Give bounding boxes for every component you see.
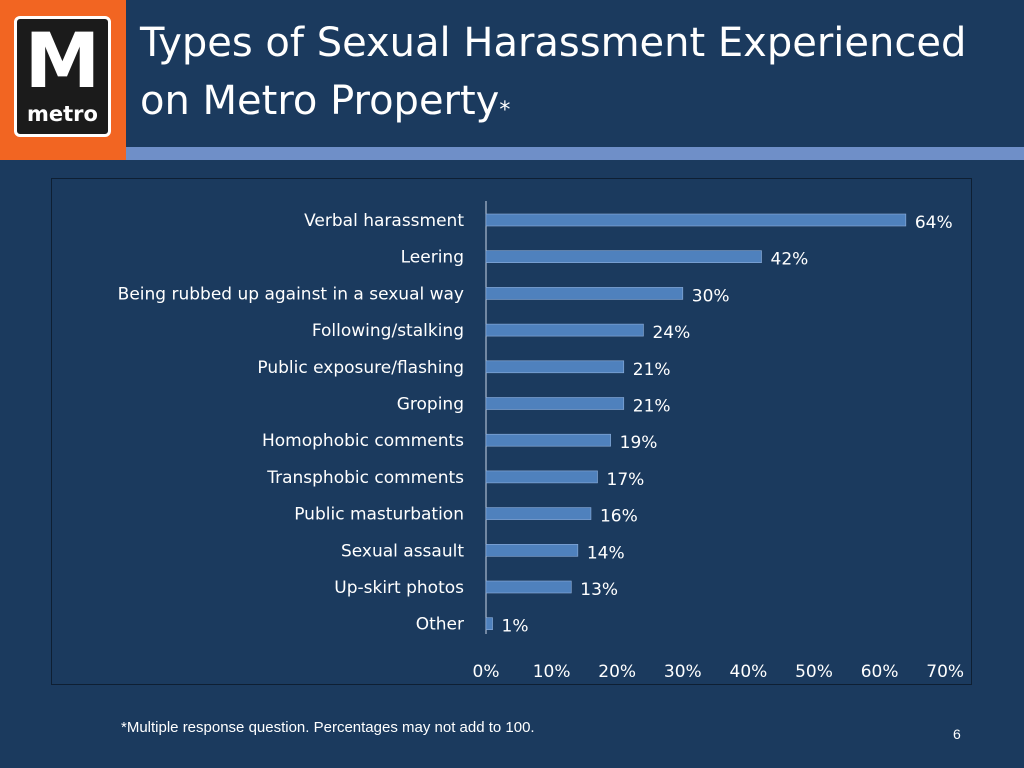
x-tick-label: 30% [664,662,702,682]
metro-logo-badge: M metro [14,16,111,137]
category-label: Following/stalking [312,321,464,341]
logo-word: metro [27,102,98,126]
header-rule-orange [0,147,126,160]
category-label: Sexual assault [341,541,464,561]
category-label: Being rubbed up against in a sexual way [118,284,464,304]
x-tick-label: 60% [861,662,899,682]
category-label: Up-skirt photos [334,578,464,598]
data-label: 21% [633,397,671,417]
x-tick-label: 10% [533,662,571,682]
bar [485,287,684,300]
category-label: Transphobic comments [266,468,464,488]
data-label: 17% [607,470,645,490]
x-tick-label: 40% [730,662,768,682]
category-label: Leering [401,248,464,268]
data-label: 21% [633,360,671,380]
data-label: 19% [620,433,658,453]
title-line-2-text: on Metro Property [140,78,500,124]
bar [485,323,644,337]
data-label: 24% [652,323,690,343]
bar [485,360,625,374]
logo-letter: M [24,16,101,105]
logo: M metro [0,0,126,160]
x-tick-label: 20% [598,662,636,682]
bar [485,507,592,520]
data-label: 1% [502,617,529,637]
data-label: 42% [771,250,809,270]
category-label: Other [416,615,464,635]
bar [485,470,598,484]
slide-title: Types of Sexual Harassment Experienced o… [140,14,1010,130]
title-line-2: on Metro Property* [140,72,1010,130]
x-tick-label: 70% [926,662,964,682]
bar [485,617,493,631]
bar [485,543,579,557]
bar [485,580,572,594]
title-line-1: Types of Sexual Harassment Experienced [140,20,967,66]
bar [485,397,625,410]
data-label: 14% [587,543,625,563]
x-tick-label: 0% [473,662,500,682]
category-label: Public exposure/flashing [257,358,464,378]
bar-chart: Verbal harassment 64% Leering 42% Being rubb… [118,201,964,682]
category-label: Homophobic comments [262,431,464,451]
header-rule [126,147,1024,160]
category-label: Public masturbation [294,505,464,525]
category-label: Groping [397,395,464,415]
category-label: Verbal harassment [304,211,464,231]
footnote: *Multiple response question. Percentages… [121,719,535,736]
page-number: 6 [953,726,961,742]
chart-frame: Verbal harassment 64% Leering 42% Being rubb… [51,178,972,685]
data-label: 16% [600,507,638,527]
x-tick-label: 50% [795,662,833,682]
bar [485,250,762,263]
title-asterisk: * [499,98,511,123]
data-label: 64% [915,213,953,233]
bar [485,213,907,227]
data-label: 30% [692,286,730,306]
bar [485,433,611,447]
data-label: 13% [580,580,618,600]
